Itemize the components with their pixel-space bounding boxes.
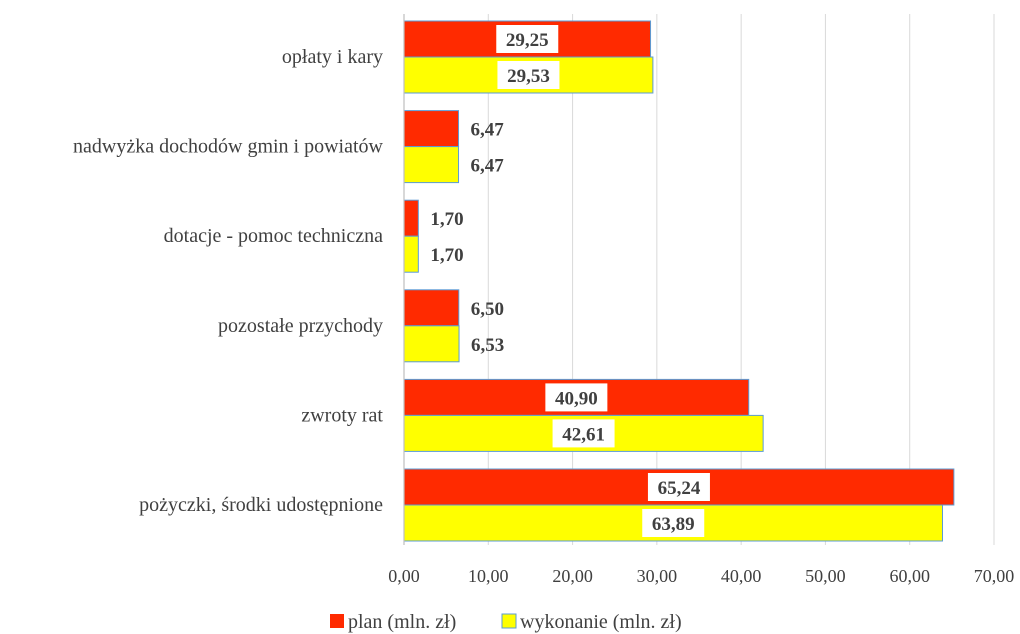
category-label: pożyczki, środki udostępnione [139,494,383,516]
data-label: 6,47 [471,156,505,177]
bar-plan [403,110,460,148]
data-label: 6,47 [471,120,505,141]
x-tick-label: 20,00 [552,566,593,586]
legend-swatch [501,613,517,629]
legend-label: plan (mln. zł) [348,611,456,633]
category-label: pozostałe przychody [218,315,383,337]
data-label: 6,53 [471,335,504,356]
category-label: dotacje - pomoc techniczna [164,225,383,247]
data-label-box [647,473,710,501]
x-tick-label: 60,00 [889,566,930,586]
bar-plan [403,289,460,327]
bar-wykonanie [403,235,419,273]
category-label: zwroty rat [301,404,383,426]
data-label: 1,70 [430,209,463,230]
data-label: 42,61 [562,424,605,445]
data-label-box [545,383,608,412]
data-label: 40,90 [555,388,598,409]
bar-plan [403,199,419,237]
x-axis: 0,00 10,00 20,00 30,00 40,00 50,00 60,00 70,00 [388,14,1014,586]
bar-wykonanie [403,146,460,184]
x-tick-label: 0,00 [388,566,420,586]
x-tick-label: 10,00 [468,566,509,586]
category-label: nadwyżka dochodów gmin i powiatów [73,136,383,158]
x-tick-label: 30,00 [637,566,678,586]
data-label: 65,24 [658,478,701,499]
bar-wykonanie [403,325,460,363]
data-label: 29,25 [506,30,549,51]
data-label-box [552,419,615,448]
data-label: 1,70 [430,245,463,266]
data-label: 63,89 [652,514,695,535]
data-label: 29,53 [507,66,550,87]
data-label: 6,50 [471,299,504,320]
gridlines [487,14,995,545]
bars [403,20,955,542]
data-label-box [496,25,559,53]
category-label: opłaty i kary [282,46,383,68]
legend-swatch [330,614,344,628]
legend-label: wykonanie (mln. zł) [520,611,682,633]
data-label-box [497,61,560,89]
x-tick-label: 50,00 [805,566,846,586]
data-label-box [642,509,705,537]
category-labels: opłaty i kary nadwyżka dochodów gmin i po… [73,46,383,516]
data-labels: 29,25 29,53 6,47 6,47 1,70 1,70 6,50 6,53 40,90 4… [430,25,710,537]
x-tick-label: 70,00 [974,566,1015,586]
legend: plan (mln. zł) wykonanie (mln. zł) [330,611,682,633]
x-tick-label: 40,00 [721,566,762,586]
